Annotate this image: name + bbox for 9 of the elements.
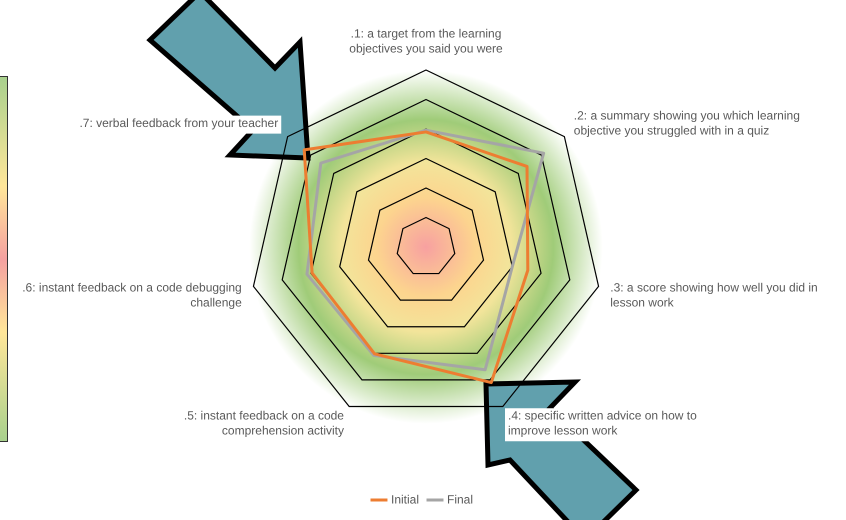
spoke-label: .5: instant feedback on a code comprehension activity <box>184 408 344 438</box>
spoke-label: .3: a score showing how well you did in lesson work <box>610 280 818 310</box>
spoke-label: .7: verbal feedback from your teacher <box>79 116 278 130</box>
spoke-label: .2: a summary showing you which learning objective you struggled with in a quiz <box>574 108 800 138</box>
legend-label: Final <box>447 492 474 506</box>
legend-label: Initial <box>390 492 420 506</box>
spoke-label: .1: a target from the learning objectives you said you were <box>349 26 504 56</box>
spoke-label: .6: instant feedback on a code debugging challenge <box>22 280 242 310</box>
spoke-label: .4: specific written advice on how to improve lesson work <box>508 408 698 438</box>
